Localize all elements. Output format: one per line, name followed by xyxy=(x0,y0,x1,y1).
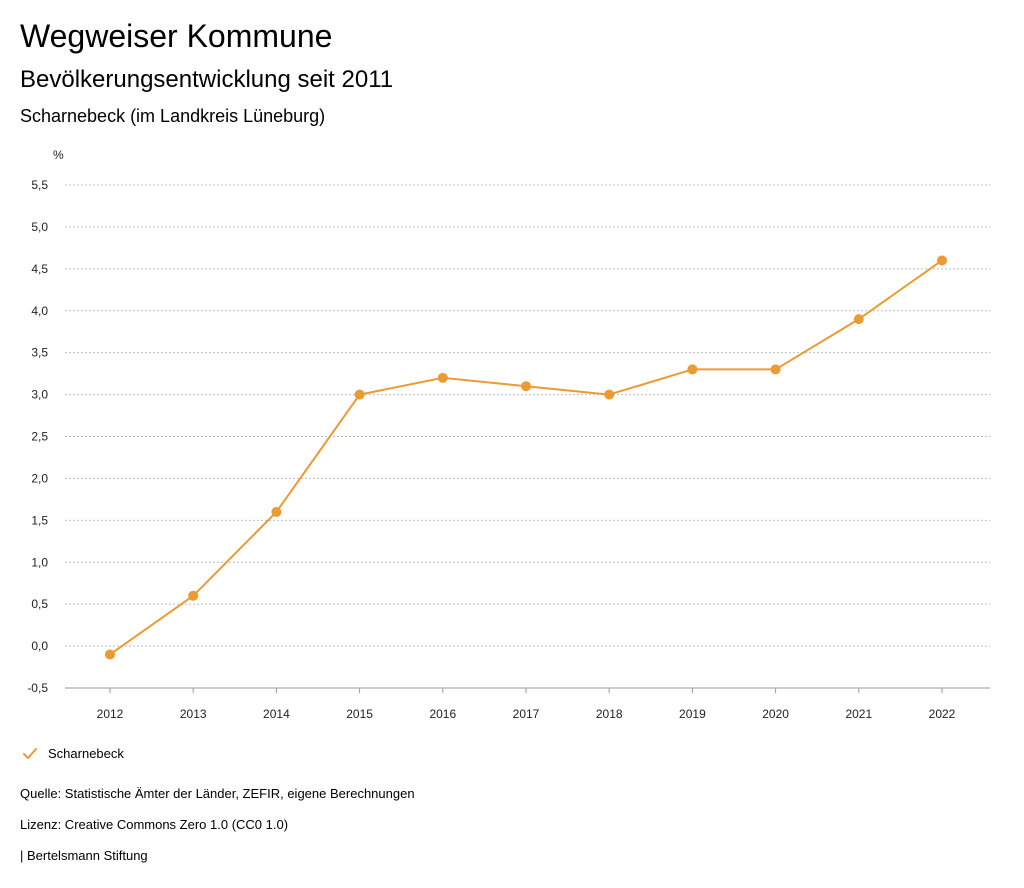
line-chart: -0,5 0,0 0,5 1,0 1,5 2,0 2,5 3,0 3,5 4,0 4,5 5,0 5,5… xyxy=(27,148,990,721)
y-tick-label: 4,5 xyxy=(31,262,48,276)
checkmark-icon xyxy=(23,748,37,759)
y-axis-ticks: -0,5 0,0 0,5 1,0 1,5 2,0 2,5 3,0 3,5 4,0 4,5 5,0 5,5 xyxy=(27,178,48,695)
y-tick-label: 4,0 xyxy=(31,304,48,318)
data-point[interactable] xyxy=(271,506,282,517)
data-point[interactable] xyxy=(354,389,365,400)
y-tick-label: 1,5 xyxy=(31,513,48,527)
x-tick-label: 2017 xyxy=(513,707,540,721)
y-tick-label: 5,5 xyxy=(31,178,48,192)
license-note: Lizenz: Creative Commons Zero 1.0 (CC0 1… xyxy=(20,817,289,832)
y-tick-label: 2,0 xyxy=(31,471,48,485)
x-axis-ticks: 2012 2013 2014 2015 2016 2017 2018 2019 2020 2021… xyxy=(97,688,956,721)
data-point[interactable] xyxy=(770,364,781,375)
page-title: Wegweiser Kommune xyxy=(20,18,333,54)
x-tick-label: 2022 xyxy=(929,707,956,721)
x-tick-label: 2021 xyxy=(845,707,872,721)
publisher-note: | Bertelsmann Stiftung xyxy=(20,848,148,863)
y-tick-label: 0,5 xyxy=(31,597,48,611)
x-tick-label: 2015 xyxy=(346,707,373,721)
x-tick-label: 2020 xyxy=(762,707,789,721)
y-tick-label: 2,5 xyxy=(31,430,48,444)
data-point[interactable] xyxy=(437,372,448,383)
data-point[interactable] xyxy=(687,364,698,375)
x-tick-label: 2014 xyxy=(263,707,290,721)
y-tick-label: 3,0 xyxy=(31,388,48,402)
data-point[interactable] xyxy=(105,649,115,660)
y-tick-label: 5,0 xyxy=(31,220,48,234)
legend-label: Scharnebeck xyxy=(48,746,124,761)
grid-lines xyxy=(65,184,990,689)
x-tick-label: 2016 xyxy=(429,707,456,721)
x-tick-label: 2013 xyxy=(180,707,207,721)
chart-subtitle: Bevölkerungsentwicklung seit 2011 xyxy=(20,66,394,93)
series-line-scharnebeck xyxy=(109,259,943,656)
y-tick-label: 1,0 xyxy=(31,555,48,569)
x-tick-label: 2018 xyxy=(596,707,623,721)
region-label: Scharnebeck (im Landkreis Lüneburg) xyxy=(20,106,326,126)
data-point[interactable] xyxy=(188,590,199,601)
y-tick-label: 0,0 xyxy=(31,639,48,653)
y-tick-label: 3,5 xyxy=(31,346,48,360)
source-note: Quelle: Statistische Ämter der Länder, Z… xyxy=(20,786,415,801)
data-point[interactable] xyxy=(853,314,864,325)
x-tick-label: 2012 xyxy=(97,707,124,721)
data-point[interactable] xyxy=(937,255,947,266)
series-layer xyxy=(105,255,947,660)
data-point[interactable] xyxy=(521,381,531,392)
y-tick-label: -0,5 xyxy=(27,681,48,695)
legend-item-scharnebeck[interactable]: Scharnebeck xyxy=(22,744,124,764)
data-point[interactable] xyxy=(604,389,615,400)
y-axis-unit-label: % xyxy=(53,148,64,162)
x-tick-label: 2019 xyxy=(679,707,706,721)
